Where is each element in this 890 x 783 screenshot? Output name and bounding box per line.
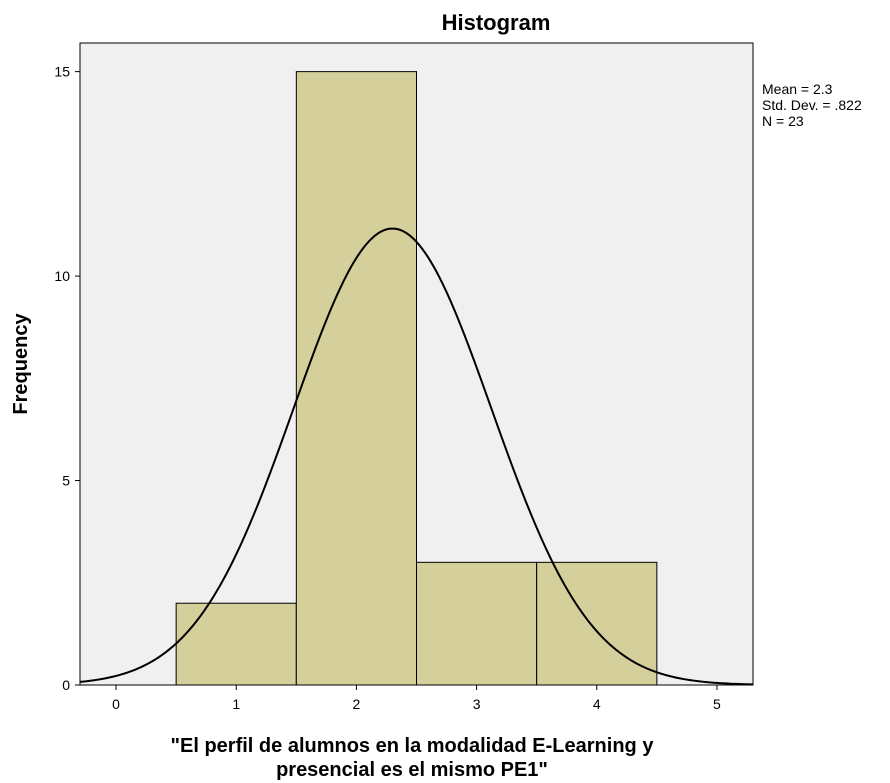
stat-n: N = 23: [762, 113, 804, 129]
x-tick-label-2: 2: [353, 696, 361, 712]
x-axis-title-line-2: presencial es el mismo PE1": [276, 759, 548, 781]
x-tick-label-3: 3: [473, 696, 481, 712]
x-tick-label-4: 4: [593, 696, 601, 712]
y-axis: 0 5 10 15: [54, 64, 80, 693]
y-tick-label-5: 5: [62, 473, 70, 489]
histogram-bar-2: [295, 71, 418, 686]
histogram-bar-3: [416, 561, 538, 686]
y-tick-label-10: 10: [54, 268, 70, 284]
x-tick-label-5: 5: [713, 696, 721, 712]
histogram-bar-1: [175, 602, 297, 686]
histogram-bars: [175, 71, 658, 686]
histogram-bar-4: [536, 561, 658, 686]
chart-title: Histogram: [442, 10, 551, 35]
x-tick-label-0: 0: [112, 696, 120, 712]
x-tick-label-1: 1: [232, 696, 240, 712]
stat-std-dev: Std. Dev. = .822: [762, 97, 862, 113]
y-tick-label-15: 15: [54, 64, 70, 80]
x-axis-title-line-1: "El perfil de alumnos en la modalidad E-…: [171, 735, 655, 757]
x-axis: 0 1 2 3 4 5: [112, 685, 721, 712]
y-tick-label-0: 0: [62, 677, 70, 693]
normal-curve: [79, 227, 754, 686]
stat-mean: Mean = 2.3: [762, 81, 833, 97]
y-axis-title: Frequency: [10, 313, 32, 415]
